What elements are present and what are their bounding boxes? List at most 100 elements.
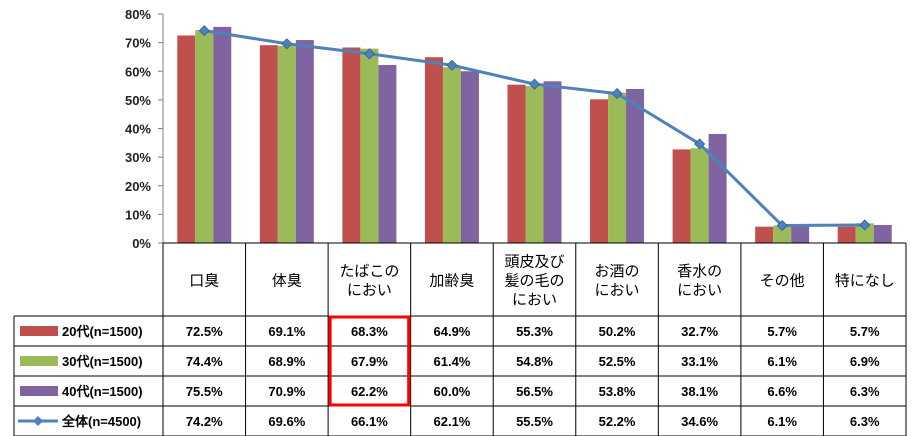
bar [837,226,856,243]
bar [608,92,627,243]
data-cell-label: 60.0% [434,384,471,399]
bar [590,99,609,244]
line-point [281,38,293,50]
data-cell-label: 6.6% [767,384,797,399]
data-cell-label: 61.4% [434,354,471,369]
category-label: 特になし [835,272,895,290]
data-cell-label: 33.1% [681,354,718,369]
bar [672,149,691,243]
bar [543,81,562,243]
category-label: 香水のにおい [677,262,722,299]
bar [442,67,461,244]
bar [295,40,314,243]
y-tick-label: 20% [125,179,151,194]
legend-label: 20代(n=1500) [62,324,143,339]
data-cell-label: 52.5% [599,354,636,369]
highlight-layer [328,315,411,407]
legend-swatch [20,356,58,366]
bar [773,225,792,243]
data-cell-label: 67.9% [351,354,388,369]
data-cell-label: 6.1% [767,414,797,429]
data-cell-label: 32.7% [681,324,718,339]
data-cell-label: 55.3% [516,324,553,339]
data-cell-label: 69.6% [268,414,305,429]
data-cell-label: 62.2% [351,384,388,399]
data-cell-label: 52.2% [599,414,636,429]
category-label: その他 [760,272,805,290]
y-tick-label: 60% [125,64,151,79]
data-cell-label: 66.1% [351,414,388,429]
overall-line-layer [198,25,871,232]
bar [460,71,479,243]
legend-label: 全体(n=4500) [61,414,141,429]
data-cell-label: 75.5% [186,384,223,399]
data-cell-label: 5.7% [767,324,797,339]
bar [855,223,874,243]
data-cell-label: 69.1% [268,324,305,339]
bar [277,45,296,244]
bar [360,48,379,244]
y-tick-label: 70% [125,36,151,51]
bar [342,47,361,244]
bar [195,30,214,244]
data-cell-label: 6.1% [767,354,797,369]
y-tick-label: 80% [125,7,151,22]
line-point [859,219,871,231]
data-cell-label: 38.1% [681,384,718,399]
y-tick-label: 40% [125,122,151,137]
line-point [446,59,458,71]
category-label: 頭皮及び髪の毛のにおい [504,253,564,309]
bar [424,57,443,243]
data-cell-label: 62.1% [434,414,471,429]
y-tick-label: 10% [125,207,151,222]
y-tick-label: 0% [132,236,151,251]
bar [873,224,892,243]
bar [259,45,278,243]
legend-swatch [20,386,58,396]
line-point [198,25,210,37]
bar [177,35,196,243]
category-label: お酒のにおい [595,262,640,299]
line-point [694,138,706,150]
category-label: 口臭 [189,272,219,290]
category-label: たばこのにおい [339,262,399,299]
bar [525,86,544,243]
line-point [363,48,375,60]
y-axis: 0% 10% 20% 30% 40% 50% 60% 70% 80% [125,7,164,251]
legend-swatch [20,326,58,336]
bar [378,64,397,243]
data-cell-label: 50.2% [599,324,636,339]
data-cell-label: 74.4% [186,354,223,369]
data-cell-label: 34.6% [681,414,718,429]
category-label: 体臭 [272,272,302,290]
bar [791,224,810,243]
data-cell-label: 6.3% [850,414,880,429]
bar [213,26,232,243]
bar [626,88,645,243]
data-cell-label: 68.9% [268,354,305,369]
y-tick-label: 50% [125,93,151,108]
line-point [776,219,788,232]
data-cell-label: 55.5% [516,414,553,429]
bar [690,148,709,243]
data-cell-label: 70.9% [268,384,305,399]
bars-layer [177,26,892,244]
data-cell-label: 6.9% [850,354,880,369]
data-cell-label: 72.5% [186,324,223,339]
highlight-box [328,315,411,407]
data-cell-label: 54.8% [516,354,553,369]
y-tick-label: 30% [125,150,151,165]
legend-label: 40代(n=1500) [62,384,143,399]
bar [755,226,774,243]
legend-marker [33,416,43,426]
data-cell-label: 5.7% [850,324,880,339]
line-point [611,88,623,100]
data-cell-label: 6.3% [850,384,880,399]
bar [507,84,526,243]
data-cell-label: 64.9% [434,324,471,339]
legend-label: 30代(n=1500) [62,354,143,369]
data-cell-label: 74.2% [186,414,223,429]
data-cell-label: 53.8% [599,384,636,399]
